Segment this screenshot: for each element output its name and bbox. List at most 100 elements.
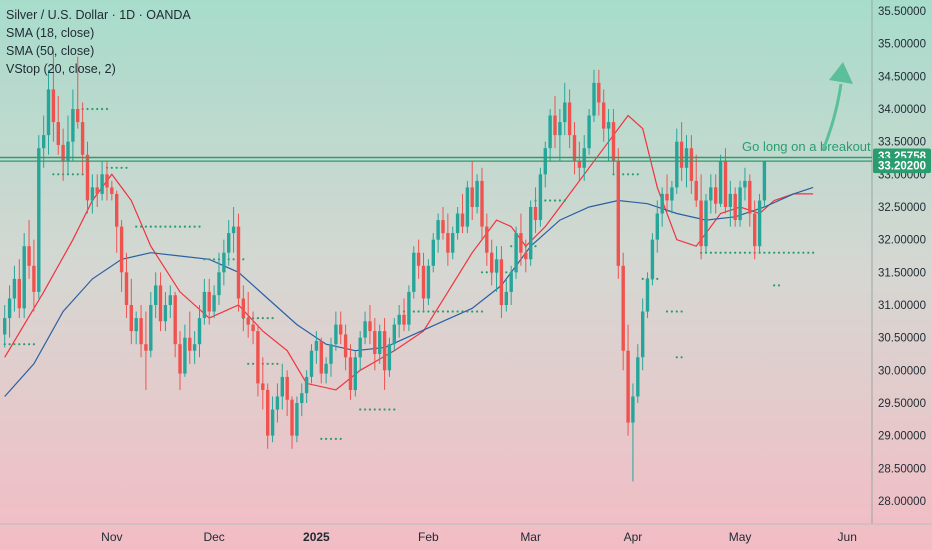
candle: [704, 194, 707, 253]
vstop-dot: [9, 343, 11, 345]
candle-body: [232, 227, 235, 234]
candle: [617, 148, 620, 279]
candle-body: [714, 187, 717, 203]
vstop-dot: [267, 317, 269, 319]
price-tick-label: 30.00000: [878, 365, 926, 377]
candle-body: [295, 403, 298, 436]
vstop-dot: [812, 252, 814, 254]
vstop-dot: [773, 252, 775, 254]
legend-vstop[interactable]: VStop (20, close, 2): [6, 60, 191, 78]
price-tick-label: 34.50000: [878, 71, 926, 83]
candle-body: [169, 295, 172, 305]
candle-body: [451, 233, 454, 253]
candle-body: [135, 318, 138, 331]
candle-body: [183, 338, 186, 374]
candle-body: [18, 279, 21, 308]
time-tick-label: Mar: [520, 530, 541, 544]
candle-body: [222, 253, 225, 273]
candle-body: [680, 142, 683, 168]
vstop-dot: [681, 356, 683, 358]
candle-body: [612, 122, 615, 161]
vstop-dot: [739, 252, 741, 254]
price-tick-label: 29.00000: [878, 431, 926, 443]
price-tick-label: 29.50000: [878, 398, 926, 410]
candle-body: [91, 187, 94, 200]
candle-body: [71, 109, 74, 142]
vstop-dot: [364, 408, 366, 410]
candle-body: [461, 214, 464, 227]
candle-body: [568, 103, 571, 136]
vstop-dot: [23, 343, 25, 345]
candle-body: [480, 181, 483, 227]
candle: [295, 396, 298, 442]
vstop-dot: [461, 310, 463, 312]
candle-body: [412, 253, 415, 292]
candle-body: [563, 103, 566, 123]
vstop-dot: [145, 226, 147, 228]
vstop-dot: [374, 408, 376, 410]
vstop-dot: [111, 167, 113, 169]
vstop-dot: [169, 226, 171, 228]
candle-body: [729, 194, 732, 207]
candle: [412, 246, 415, 298]
candle-body: [203, 292, 206, 318]
vstop-dot: [773, 284, 775, 286]
vstop-dot: [486, 271, 488, 273]
vstop-dot: [18, 343, 20, 345]
candle-body: [719, 161, 722, 204]
candle-body: [310, 351, 313, 377]
vstop-dot: [272, 363, 274, 365]
price-chart[interactable]: Go long on a breakout 35.5000035.0000034…: [0, 0, 932, 550]
legend-sma18[interactable]: SMA (18, close): [6, 24, 191, 42]
vstop-dot: [466, 310, 468, 312]
vstop-dot: [125, 167, 127, 169]
candle-body: [505, 292, 508, 305]
candle-body: [656, 214, 659, 240]
vstop-dot: [457, 310, 459, 312]
vstop-dot: [671, 310, 673, 312]
vstop-dot: [189, 226, 191, 228]
candle-body: [578, 161, 581, 168]
candle: [407, 285, 410, 331]
vstop-dot: [676, 356, 678, 358]
candle-body: [159, 285, 162, 321]
legend-sma50[interactable]: SMA (50, close): [6, 42, 191, 60]
vstop-dot: [393, 408, 395, 410]
vstop-dot: [427, 310, 429, 312]
vstop-dot: [164, 226, 166, 228]
candle-body: [519, 233, 522, 253]
vstop-dot: [788, 252, 790, 254]
candle-body: [237, 227, 240, 299]
candle-body: [699, 201, 702, 247]
vstop-dot: [86, 108, 88, 110]
vstop-dot: [257, 317, 259, 319]
candle-body: [548, 116, 551, 149]
candle-body: [315, 341, 318, 351]
vstop-dot: [91, 108, 93, 110]
candle-body: [597, 83, 600, 103]
price-tick-label: 32.50000: [878, 202, 926, 214]
vstop-dot: [242, 258, 244, 260]
candle-body: [247, 318, 250, 325]
candle-body: [436, 220, 439, 240]
vstop-dot: [379, 408, 381, 410]
candle-body: [96, 187, 99, 194]
vstop-dot: [471, 310, 473, 312]
vstop-dot: [720, 252, 722, 254]
price-tick-label: 30.50000: [878, 333, 926, 345]
candle-body: [344, 334, 347, 357]
vstop-dot: [179, 226, 181, 228]
candle-body: [208, 292, 211, 312]
vstop-dot: [632, 173, 634, 175]
candle-body: [646, 279, 649, 312]
candle: [738, 181, 741, 227]
vstop-dot: [335, 438, 337, 440]
price-tick-label: 32.00000: [878, 235, 926, 247]
vstop-dot: [778, 284, 780, 286]
candle-body: [602, 103, 605, 129]
legend-title[interactable]: Silver / U.S. Dollar · 1D · OANDA: [6, 6, 191, 24]
candle-body: [670, 187, 673, 200]
candle-body: [704, 201, 707, 247]
candle-body: [427, 266, 430, 299]
price-tick-label: 31.50000: [878, 267, 926, 279]
